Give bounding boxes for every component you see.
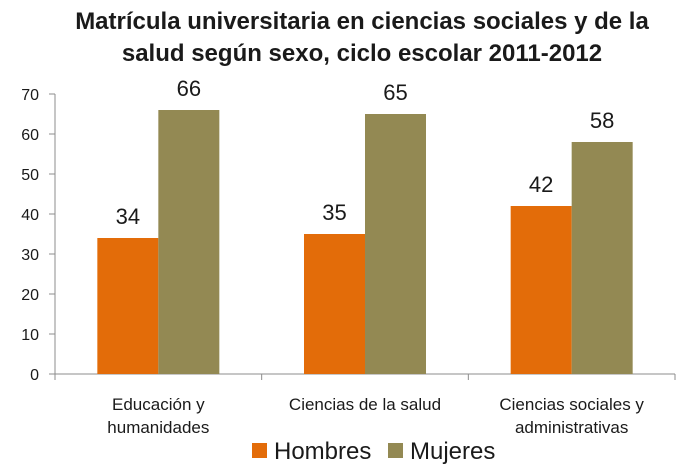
data-label-mujeres-2: 58 <box>590 108 614 133</box>
y-tick-label: 10 <box>21 327 39 344</box>
legend-label-hombres: Hombres <box>274 438 371 465</box>
y-tick-label: 60 <box>21 127 39 144</box>
bar-mujeres-1 <box>365 114 426 374</box>
chart-title-line: Matrícula universitaria en ciencias soci… <box>75 8 649 35</box>
category-label: Ciencias de la salud <box>289 395 441 414</box>
bar-hombres-1 <box>304 234 365 374</box>
y-tick-label: 50 <box>21 167 39 184</box>
category-label: humanidades <box>107 418 209 437</box>
data-label-hombres-1: 35 <box>322 200 346 225</box>
chart-title-line: salud según sexo, ciclo escolar 2011-201… <box>122 40 602 67</box>
legend-label-mujeres: Mujeres <box>410 438 495 465</box>
bar-hombres-2 <box>510 206 572 374</box>
legend-swatch-mujeres <box>388 443 403 458</box>
legend-swatch-hombres <box>252 443 267 458</box>
y-tick-label: 40 <box>21 207 39 224</box>
y-tick-label: 0 <box>30 367 39 384</box>
category-label: administrativas <box>515 418 628 437</box>
category-label: Ciencias sociales y <box>499 395 644 414</box>
category-label: Educación y <box>112 395 205 414</box>
bar-mujeres-0 <box>158 110 220 374</box>
data-label-hombres-2: 42 <box>529 172 553 197</box>
data-label-mujeres-0: 66 <box>177 76 201 101</box>
bar-mujeres-2 <box>571 142 633 374</box>
y-tick-label: 70 <box>21 87 39 104</box>
data-label-mujeres-1: 65 <box>383 80 407 105</box>
bar-hombres-0 <box>97 238 159 374</box>
y-tick-label: 30 <box>21 247 39 264</box>
data-label-hombres-0: 34 <box>116 204 140 229</box>
y-tick-label: 20 <box>21 287 39 304</box>
